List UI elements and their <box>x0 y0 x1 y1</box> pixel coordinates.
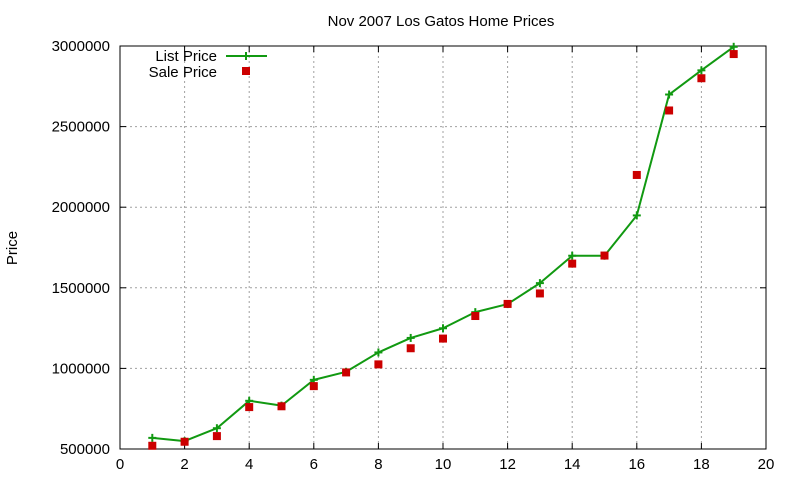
x-tick-label: 18 <box>693 456 710 473</box>
x-tick-label: 20 <box>758 456 775 473</box>
y-tick-label: 2500000 <box>52 119 110 136</box>
data-point <box>503 299 512 308</box>
data-point <box>406 333 415 342</box>
data-point <box>212 424 221 433</box>
data-point <box>665 90 674 99</box>
data-point <box>729 42 738 51</box>
data-point <box>697 66 706 75</box>
data-point <box>148 433 157 442</box>
x-tick-label: 14 <box>564 456 581 473</box>
data-point <box>535 279 544 288</box>
y-tick-label: 1000000 <box>52 360 110 377</box>
x-tick-label: 2 <box>180 456 188 473</box>
data-point <box>439 324 447 333</box>
x-tick-label: 6 <box>310 456 318 473</box>
data-point <box>406 344 415 353</box>
x-tick-label: 4 <box>245 456 253 473</box>
x-axis: 0 2 4 6 8 10 12 14 16 18 20 <box>116 46 775 473</box>
data-point <box>697 74 706 83</box>
data-point <box>632 170 641 179</box>
data-point <box>535 289 544 298</box>
y-axis: 500000 1000000 1500000 2000000 2500000 300000… <box>52 38 766 458</box>
data-point <box>309 382 318 391</box>
y-tick-label: 500000 <box>60 441 110 458</box>
y-tick-label: 1500000 <box>52 280 110 297</box>
data-point <box>568 259 577 268</box>
data-point <box>471 312 480 321</box>
data-point <box>212 432 221 441</box>
data-point <box>374 348 383 357</box>
data-point <box>439 334 447 343</box>
data-point <box>148 441 157 450</box>
x-tick-label: 12 <box>499 456 516 473</box>
legend-entry-list-price: List Price <box>155 48 267 65</box>
x-tick-label: 0 <box>116 456 124 473</box>
legend-entry-sale-price: Sale Price <box>149 64 250 81</box>
data-point <box>665 106 674 115</box>
data-point <box>245 403 254 412</box>
data-point <box>342 368 351 377</box>
legend-plus-marker <box>242 52 250 60</box>
data-point <box>729 50 738 59</box>
chart-title: Nov 2007 Los Gatos Home Prices <box>328 13 555 30</box>
x-tick-label: 16 <box>628 456 645 473</box>
x-tick-label: 10 <box>435 456 452 473</box>
legend-marker-list-price <box>242 52 250 60</box>
data-point <box>374 360 383 369</box>
y-tick-label: 2000000 <box>52 199 110 216</box>
series-sale-price <box>148 50 738 450</box>
legend-label-list-price: List Price <box>155 48 217 65</box>
data-point <box>568 251 577 260</box>
legend-marker-sale-price <box>242 67 250 75</box>
gridlines <box>120 46 766 449</box>
legend: List Price Sale Price <box>149 48 267 81</box>
x-tick-label: 8 <box>374 456 382 473</box>
data-point <box>632 211 641 220</box>
series-list-price <box>148 42 738 446</box>
y-axis-label: Price <box>4 231 21 265</box>
data-point <box>180 437 189 446</box>
data-point <box>277 402 286 411</box>
data-point <box>600 251 609 260</box>
legend-label-sale-price: Sale Price <box>149 64 217 81</box>
y-tick-label: 3000000 <box>52 38 110 55</box>
series-layer <box>148 42 738 450</box>
